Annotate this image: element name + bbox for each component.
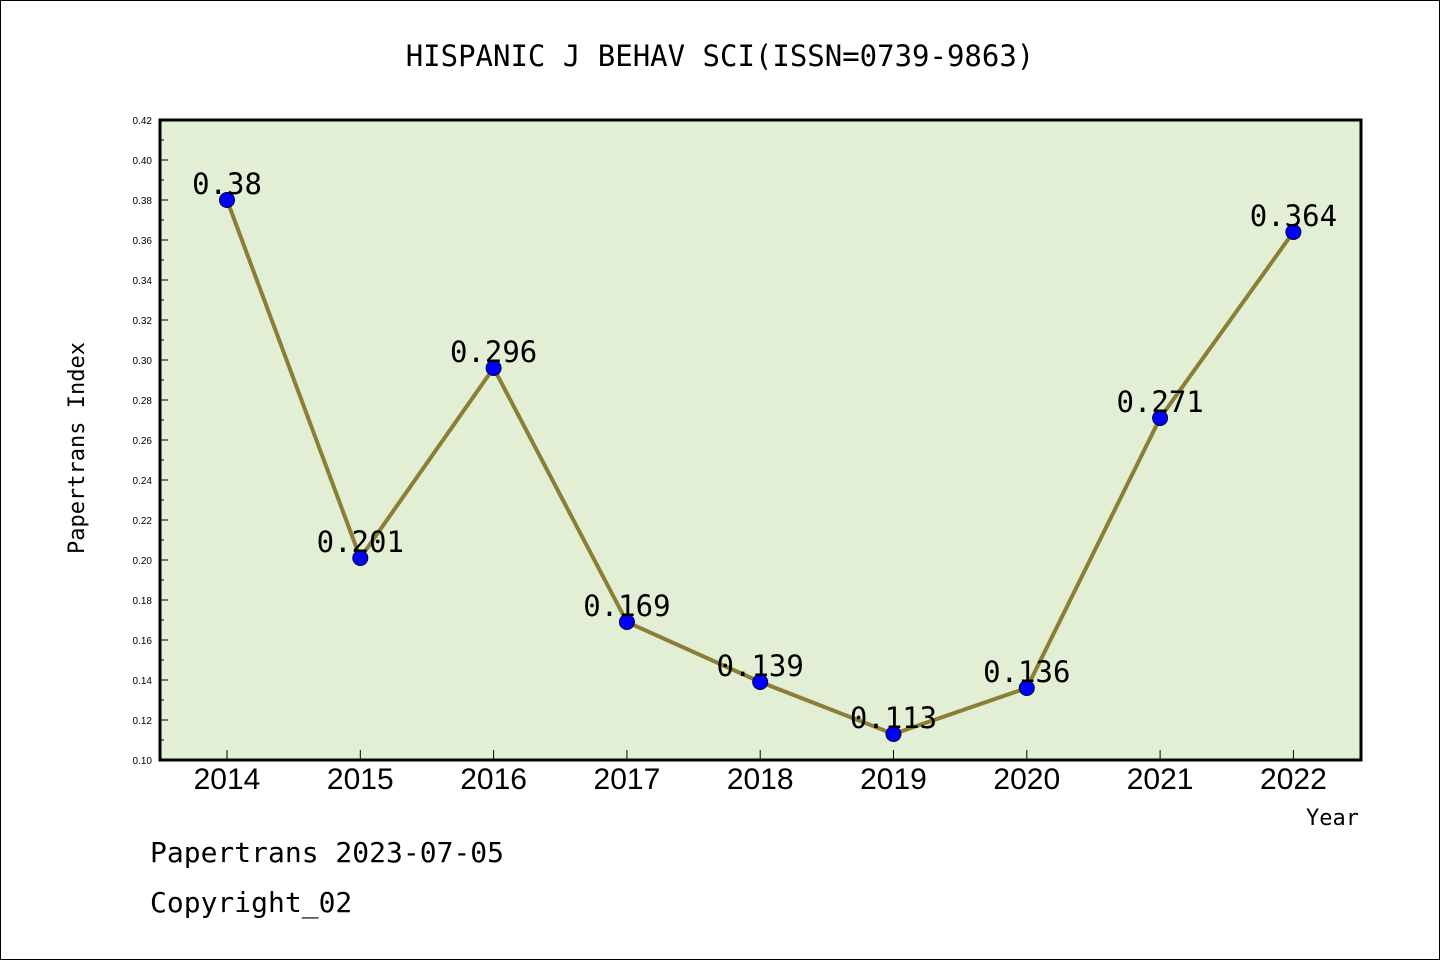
data-label: 0.38 [192,167,262,201]
chart-title: HISPANIC J BEHAV SCI(ISSN=0739-9863) [406,39,1035,73]
y-tick-label: 0.10 [133,756,153,767]
y-tick-label: 0.14 [133,676,153,687]
plot-border [158,118,1363,762]
data-point [1285,224,1302,240]
y-tick-label: 0.24 [133,476,153,487]
data-point [352,550,369,566]
y-tick-label: 0.20 [133,556,153,567]
y-tick-label: 0.28 [133,396,153,407]
plot-area [160,120,1361,760]
data-point [1152,410,1169,426]
y-axis-label: Papertrans Index [65,342,90,554]
data-point [885,726,902,742]
data-label: 0.296 [450,335,537,369]
data-point [219,192,235,208]
data-points [219,192,1302,742]
data-label: 0.201 [317,525,404,559]
y-tick-label: 0.38 [133,196,153,207]
data-label: 0.113 [850,701,937,735]
y-tick-label: 0.34 [133,276,153,287]
data-label: 0.169 [583,589,670,623]
footer-copyright: Copyright_02 [150,886,353,919]
y-tick-label: 0.30 [133,356,153,367]
x-axis-label: Year [1306,806,1359,831]
x-tick-label: 2018 [727,763,794,796]
x-tick-label: 2021 [1127,763,1194,796]
y-tick-label: 0.16 [133,636,153,647]
data-label: 0.364 [1250,199,1337,233]
y-tick-label: 0.42 [133,116,153,127]
data-point [1018,680,1035,696]
x-tick-label: 2019 [860,763,927,796]
x-tick-label: 2015 [327,763,394,796]
data-point [752,674,769,690]
x-tick-label: 2014 [194,763,261,796]
data-label: 0.271 [1116,385,1203,419]
y-tick-label: 0.40 [133,156,153,167]
data-label: 0.139 [717,649,804,683]
x-tick-label: 2020 [993,763,1060,796]
y-tick-label: 0.36 [133,236,153,247]
data-label: 0.136 [983,655,1070,689]
y-tick-label: 0.26 [133,436,153,447]
x-axis: 2014 2015 2016 2017 2018 2019 2020 2021 2022 [194,750,1327,796]
data-labels: 0.38 0.201 0.296 0.169 0.139 0.113 0.136 0.271 0… [192,167,1337,735]
y-tick-label: 0.18 [133,596,153,607]
data-point [485,360,502,376]
x-tick-label: 2016 [460,763,527,796]
y-tick-label: 0.22 [133,516,153,527]
data-point [618,614,635,630]
y-tick-label: 0.32 [133,316,153,327]
x-tick-label: 2022 [1260,763,1327,796]
y-tick-label: 0.12 [133,716,153,727]
x-tick-label: 2017 [594,763,661,796]
footer-date: Papertrans 2023-07-05 [150,836,505,869]
